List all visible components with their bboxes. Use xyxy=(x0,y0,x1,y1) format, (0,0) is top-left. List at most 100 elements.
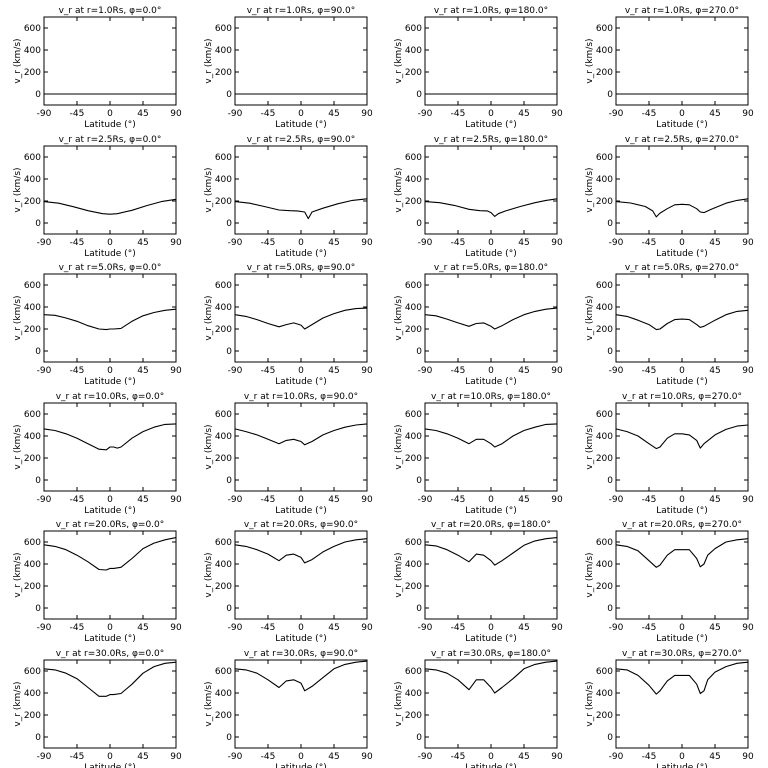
axes-frame xyxy=(615,659,749,749)
x-axis-label: Latitude (°) xyxy=(275,377,326,387)
y-axis-label: v_r (km/s) xyxy=(394,681,404,726)
series-line xyxy=(234,307,368,330)
y-tick-label: 400 xyxy=(24,175,41,185)
panel-r5-c0: v_r at r=30.0Rs, φ=0.0° -90 -45 0 45 90 0 200 40… xyxy=(13,649,182,768)
x-axis-label: Latitude (°) xyxy=(656,377,707,387)
y-tick-label: 200 xyxy=(215,197,232,207)
x-tick-label: -45 xyxy=(451,623,466,633)
panel-title: v_r at r=5.0Rs, φ=270.0° xyxy=(625,263,739,273)
x-axis-label: Latitude (°) xyxy=(275,506,326,516)
y-tick-label: 600 xyxy=(405,24,422,34)
y-tick-label: 200 xyxy=(596,325,613,335)
x-tick-label: 45 xyxy=(709,623,720,633)
y-axis-label: v_r (km/s) xyxy=(394,38,404,83)
y-tick-label: 600 xyxy=(405,667,422,677)
panel-title: v_r at r=1.0Rs, φ=0.0° xyxy=(59,6,162,16)
x-tick-label: -90 xyxy=(609,109,624,119)
x-axis-label: Latitude (°) xyxy=(84,763,135,768)
x-tick-label: 90 xyxy=(170,752,182,762)
x-tick-label: 45 xyxy=(137,238,148,248)
x-tick-label: -90 xyxy=(609,623,624,633)
series-line xyxy=(234,198,368,220)
axes-frame xyxy=(424,145,558,235)
panel-title: v_r at r=2.5Rs, φ=0.0° xyxy=(59,135,162,145)
x-tick-label: -90 xyxy=(609,495,624,505)
panel-title: v_r at r=1.0Rs, φ=270.0° xyxy=(625,6,739,16)
panel-title: v_r at r=20.0Rs, φ=270.0° xyxy=(622,520,742,530)
y-tick-label: 600 xyxy=(596,281,613,291)
axes-frame xyxy=(43,659,177,749)
x-axis-label: Latitude (°) xyxy=(465,634,516,644)
y-tick-label: 200 xyxy=(405,711,422,721)
series-line xyxy=(615,424,749,450)
x-tick-label: -45 xyxy=(642,623,657,633)
x-tick-label: 90 xyxy=(361,109,373,119)
y-axis-label: v_r (km/s) xyxy=(585,681,595,726)
x-tick-label: -45 xyxy=(261,109,276,119)
x-axis-label: Latitude (°) xyxy=(656,634,707,644)
y-tick-label: 0 xyxy=(226,347,232,357)
y-axis-label: v_r (km/s) xyxy=(394,424,404,469)
series-line xyxy=(615,309,749,331)
y-axis-label: v_r (km/s) xyxy=(585,552,595,597)
x-tick-label: 0 xyxy=(298,623,304,633)
y-tick-label: 0 xyxy=(416,476,422,486)
y-tick-label: 400 xyxy=(405,560,422,570)
x-tick-label: 0 xyxy=(298,238,304,248)
y-tick-label: 400 xyxy=(405,689,422,699)
y-tick-label: 200 xyxy=(24,454,41,464)
x-tick-label: 0 xyxy=(298,366,304,376)
panel-r3-c2: v_r at r=10.0Rs, φ=180.0° -90 -45 0 45 90 0 200… xyxy=(394,392,563,516)
y-tick-label: 600 xyxy=(596,410,613,420)
x-tick-label: 0 xyxy=(107,623,113,633)
x-tick-label: -45 xyxy=(70,238,85,248)
x-tick-label: -45 xyxy=(70,623,85,633)
x-axis-label: Latitude (°) xyxy=(275,120,326,130)
x-tick-label: 45 xyxy=(518,623,529,633)
y-axis-label: v_r (km/s) xyxy=(13,681,23,726)
panel-r0-c0: v_r at r=1.0Rs, φ=0.0° -90 -45 0 45 90 0 200 400… xyxy=(13,6,182,130)
y-tick-label: 0 xyxy=(226,90,232,100)
x-tick-label: 90 xyxy=(551,495,563,505)
y-tick-label: 0 xyxy=(416,90,422,100)
x-axis-label: Latitude (°) xyxy=(275,634,326,644)
x-axis-label: Latitude (°) xyxy=(656,249,707,259)
y-tick-label: 0 xyxy=(226,219,232,229)
y-tick-label: 400 xyxy=(215,689,232,699)
panel-r0-c2: v_r at r=1.0Rs, φ=180.0° -90 -45 0 45 90 0 200 4… xyxy=(394,6,563,130)
x-tick-label: 45 xyxy=(518,495,529,505)
y-tick-label: 0 xyxy=(607,733,613,743)
x-tick-label: -45 xyxy=(642,109,657,119)
y-tick-label: 200 xyxy=(596,582,613,592)
x-tick-label: 0 xyxy=(107,109,113,119)
x-tick-label: -45 xyxy=(261,495,276,505)
x-tick-label: -45 xyxy=(261,752,276,762)
x-tick-label: -45 xyxy=(451,495,466,505)
x-axis-label: Latitude (°) xyxy=(656,120,707,130)
x-tick-label: 0 xyxy=(679,752,685,762)
axes-frame xyxy=(615,273,749,363)
x-tick-label: -90 xyxy=(418,238,433,248)
x-tick-label: 0 xyxy=(679,623,685,633)
y-tick-label: 400 xyxy=(215,46,232,56)
series-line xyxy=(615,538,749,568)
x-tick-label: -90 xyxy=(37,752,52,762)
y-tick-label: 400 xyxy=(596,689,613,699)
y-tick-label: 600 xyxy=(405,153,422,163)
y-tick-label: 200 xyxy=(215,711,232,721)
x-tick-label: -90 xyxy=(228,623,243,633)
axes-frame xyxy=(43,16,177,106)
x-tick-label: 45 xyxy=(328,366,339,376)
x-tick-label: -90 xyxy=(228,366,243,376)
x-tick-label: -90 xyxy=(609,752,624,762)
x-tick-label: 45 xyxy=(328,238,339,248)
x-tick-label: -90 xyxy=(418,495,433,505)
x-tick-label: 90 xyxy=(361,752,373,762)
y-axis-label: v_r (km/s) xyxy=(394,552,404,597)
x-tick-label: 45 xyxy=(518,109,529,119)
panel-title: v_r at r=10.0Rs, φ=180.0° xyxy=(431,392,551,402)
y-axis-label: v_r (km/s) xyxy=(13,424,23,469)
panel-r5-c1: v_r at r=30.0Rs, φ=90.0° -90 -45 0 45 90 0 200 4… xyxy=(204,649,373,768)
y-axis-label: v_r (km/s) xyxy=(204,552,214,597)
y-tick-label: 0 xyxy=(416,604,422,614)
